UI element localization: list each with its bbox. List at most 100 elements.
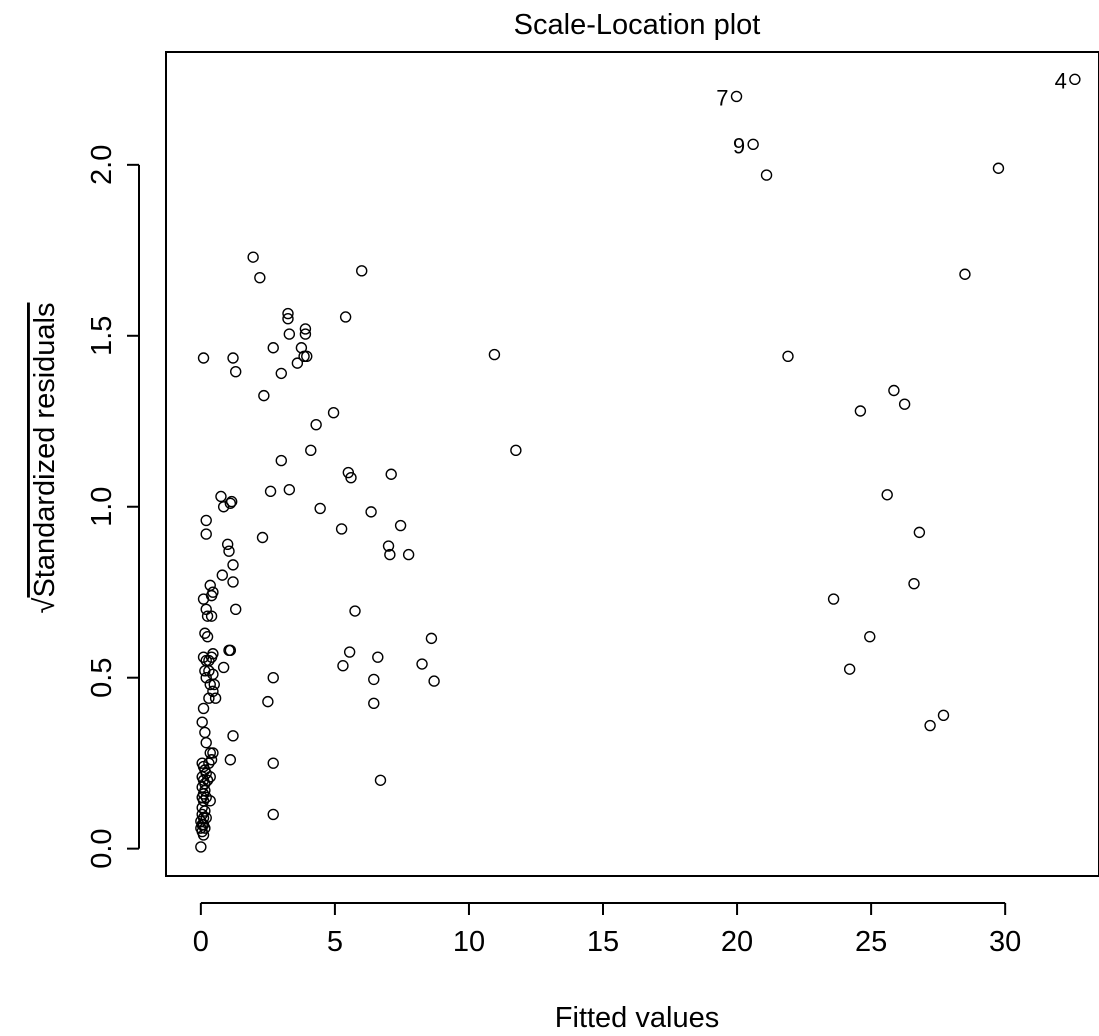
point-labels: 4 79 [716, 68, 1067, 158]
data-point [262, 695, 274, 708]
data-point [204, 795, 216, 807]
data-point [267, 808, 279, 821]
y-tick-label-group: 0.5 [86, 658, 118, 698]
data-point [227, 352, 239, 364]
data-point [349, 605, 361, 617]
data-point [356, 265, 368, 277]
y-axis-label-radical: √ [29, 597, 61, 613]
data-point [217, 661, 230, 674]
x-axis: 0 5 10 15 20 25 30 [193, 902, 1021, 958]
chart-title: Scale-Location plot [514, 9, 761, 41]
data-point [368, 697, 380, 710]
data-point [747, 138, 759, 151]
data-point [339, 311, 352, 323]
data-point [428, 675, 440, 687]
data-point [195, 841, 207, 853]
data-point [216, 569, 229, 581]
y-tick-label-group: 0.0 [86, 828, 118, 868]
data-point [337, 660, 349, 672]
data-point [416, 658, 428, 670]
data-point [230, 603, 242, 616]
data-point [275, 367, 287, 380]
data-point [199, 726, 211, 739]
data-point [282, 312, 294, 325]
x-tick-label: 0 [193, 926, 209, 958]
data-point [204, 771, 216, 783]
data-point [200, 528, 212, 540]
x-tick-label: 20 [721, 926, 753, 958]
data-point [247, 251, 259, 263]
y-tick-label-group: 1.0 [86, 487, 118, 527]
data-point [283, 328, 296, 340]
data-point [230, 365, 242, 378]
y-axis-label-text: Standardized residuals [29, 303, 61, 598]
plot-frame [165, 51, 1099, 877]
data-point [760, 169, 773, 181]
data-point [335, 523, 348, 535]
data-point [343, 646, 356, 658]
x-tick-label: 30 [989, 926, 1021, 958]
point-label: 9 [733, 133, 745, 158]
y-tick-label-group: 1.5 [86, 316, 118, 356]
data-point [225, 495, 238, 508]
data-point [201, 630, 214, 643]
data-point [305, 444, 317, 457]
data-point [204, 579, 216, 592]
data-point [372, 651, 384, 663]
data-point [368, 673, 380, 686]
data-point [374, 774, 387, 786]
data-point [264, 485, 277, 498]
data-point [197, 593, 210, 605]
data-point [314, 502, 326, 515]
data-point [345, 471, 357, 484]
data-point [301, 350, 313, 362]
data-point [827, 593, 840, 605]
data-point [275, 454, 287, 467]
y-tick-label: 0.0 [86, 828, 118, 868]
data-point [881, 489, 893, 501]
y-axis: 0.0 0.5 1.0 1.5 2.0 [86, 145, 140, 869]
data-point [197, 352, 210, 364]
data-point [199, 805, 211, 817]
data-point [299, 323, 312, 335]
data-point [365, 506, 377, 518]
data-point [199, 822, 211, 834]
data-point [217, 501, 230, 513]
data-point [200, 603, 212, 616]
data-point [209, 692, 222, 704]
data-point [864, 630, 876, 643]
data-point [488, 348, 501, 361]
y-tick-label: 0.5 [86, 658, 118, 698]
data-point [959, 268, 971, 280]
data-point [782, 350, 794, 362]
data-point [254, 271, 266, 284]
data-point [282, 307, 294, 320]
data-point [402, 548, 415, 561]
data-point [200, 514, 212, 527]
svg-text:√Standardized residuals: √Standardized residuals [29, 303, 61, 614]
data-point [227, 730, 239, 742]
data-point [924, 719, 936, 732]
data-point [208, 678, 220, 691]
data-points [195, 73, 1081, 853]
data-point [267, 757, 279, 769]
point-label: 7 [716, 85, 728, 110]
data-point [908, 577, 920, 590]
data-point [327, 407, 340, 419]
y-tick-label: 1.5 [86, 316, 118, 356]
data-point [197, 702, 210, 715]
data-point [224, 497, 237, 510]
x-tick-label: 10 [453, 926, 485, 958]
data-point [384, 548, 396, 561]
data-point [204, 678, 216, 691]
data-point [425, 632, 438, 645]
data-point [291, 357, 304, 369]
data-point [299, 328, 312, 340]
data-point [223, 545, 235, 557]
data-point [267, 671, 279, 684]
data-point [200, 736, 212, 749]
data-point [310, 418, 322, 431]
data-point [1069, 73, 1081, 86]
data-point [197, 829, 210, 841]
